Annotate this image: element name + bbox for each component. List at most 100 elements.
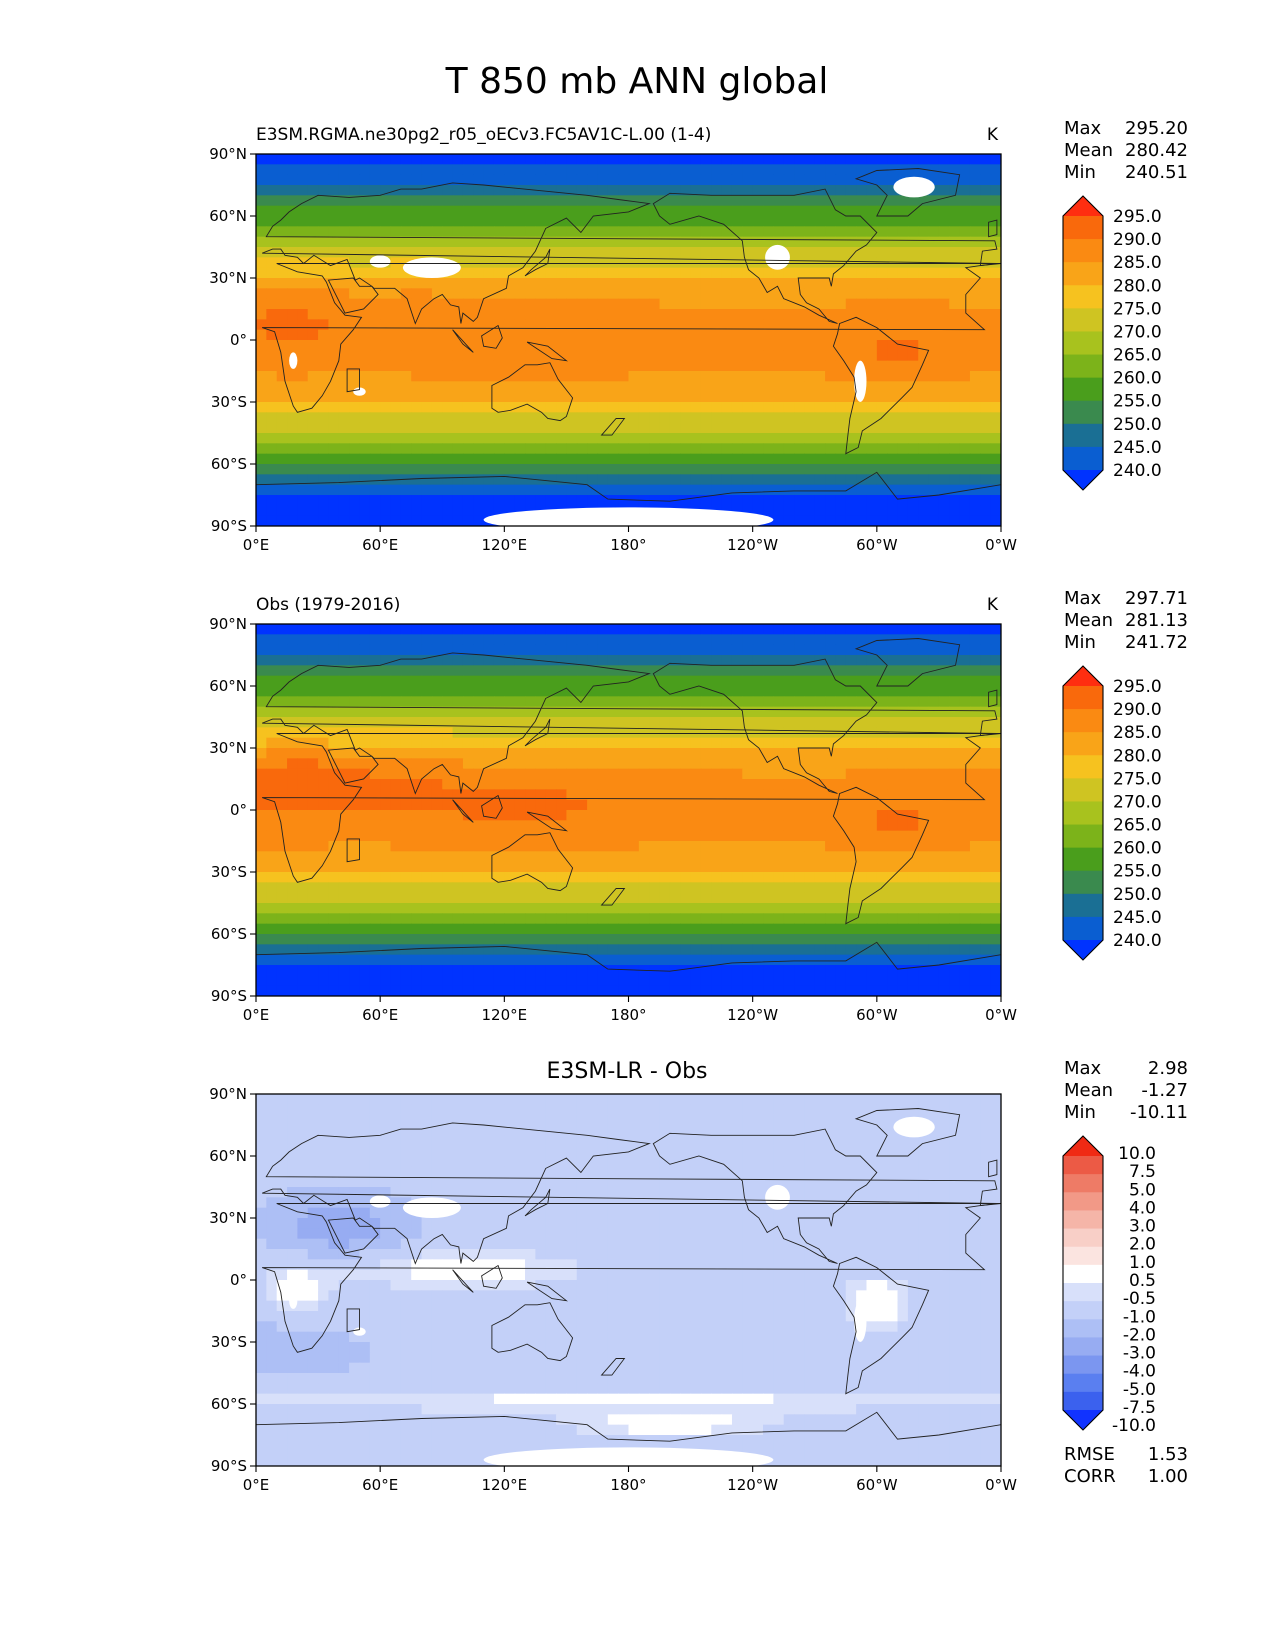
field-cell [814, 737, 826, 749]
field-cell [431, 412, 443, 424]
field-cell [390, 257, 402, 269]
field-cell [918, 360, 930, 372]
field-cell [825, 758, 837, 770]
field-cell [918, 309, 930, 320]
field-cell [773, 185, 785, 196]
field-cell [431, 391, 443, 403]
map-axes: 0°E 60°E 120°E 180° 120°W 60°W 0°W90°N60°N30°N… [209, 145, 1017, 554]
field-cell [587, 247, 599, 258]
field-cell [907, 360, 919, 372]
field-cell [959, 789, 971, 801]
field-cell [752, 851, 764, 863]
field-cell [763, 433, 774, 444]
field-cell [980, 422, 992, 434]
field-cell [638, 830, 650, 842]
field-cell [804, 257, 816, 269]
field-cell [442, 185, 454, 196]
field-cell [876, 515, 888, 526]
field-cell [576, 923, 588, 935]
field-cell [266, 872, 278, 883]
field-cell [483, 686, 495, 697]
field-cell [587, 257, 599, 269]
field-cell [535, 665, 547, 677]
coastline [988, 219, 998, 238]
field-cell [659, 665, 671, 677]
field-cell [783, 298, 795, 310]
field-cell [483, 717, 495, 728]
field-cell [400, 309, 412, 320]
field-cell [773, 810, 785, 821]
field-cell [349, 882, 361, 894]
field-cell [576, 360, 588, 372]
field-cell [763, 768, 774, 780]
field-cell [897, 216, 909, 227]
field-cell [493, 216, 505, 227]
field-cell [825, 329, 837, 341]
field-cell [576, 944, 588, 956]
field-cell [928, 944, 940, 956]
field-cell [638, 686, 650, 697]
field-cell [659, 391, 671, 403]
field-cell [359, 903, 371, 914]
field-cell [990, 851, 1001, 863]
field-cell [421, 799, 433, 811]
field-cell [545, 779, 557, 790]
field-cell [918, 195, 930, 207]
field-cell [287, 934, 298, 945]
field-cell [814, 340, 826, 351]
field-cell [845, 391, 857, 403]
field-cell [411, 422, 423, 434]
field-cell [752, 236, 764, 248]
field-cell [587, 882, 599, 894]
field-cell [835, 634, 847, 646]
field-cell [566, 154, 578, 165]
field-cell [897, 882, 909, 894]
field-cell [969, 319, 981, 331]
field-cell [400, 820, 412, 832]
field-cell [783, 433, 795, 444]
colorbar-label: 260.0 [1113, 369, 1162, 389]
field-cell [690, 278, 702, 289]
field-cell [338, 185, 350, 196]
field-cell [876, 309, 888, 320]
field-cell [918, 717, 930, 728]
field-cell [845, 278, 857, 289]
field-cell [421, 675, 433, 687]
field-cell [700, 872, 712, 883]
field-cell [473, 257, 485, 269]
field-cell [907, 381, 919, 393]
field-cell [359, 464, 371, 475]
field-cell [980, 665, 992, 677]
field-cell [297, 350, 309, 362]
field-cell [276, 402, 288, 413]
field-cell [411, 624, 423, 635]
field-cell [256, 861, 267, 873]
field-cell [980, 309, 992, 320]
field-cell [897, 495, 909, 506]
field-cell [980, 278, 992, 289]
field-cell [607, 309, 619, 320]
field-cell [493, 686, 505, 697]
field-cell [680, 944, 692, 956]
field-cell [907, 443, 919, 455]
field-cell [887, 810, 899, 821]
field-cell [587, 164, 599, 176]
field-cell [773, 851, 785, 863]
field-cell [959, 706, 971, 718]
field-cell [442, 634, 454, 646]
field-cell [680, 174, 692, 186]
field-cell [525, 236, 536, 248]
field-cell [856, 433, 868, 444]
field-cell [876, 737, 888, 749]
field-cell [349, 484, 361, 496]
field-cell [938, 799, 950, 811]
field-cell [297, 913, 309, 925]
field-cell [731, 882, 743, 894]
field-cell [669, 644, 681, 656]
field-cell [752, 185, 764, 196]
colorbar-segment [1063, 262, 1103, 286]
colorbar-label: 255.0 [1113, 392, 1162, 412]
field-cell [287, 505, 298, 517]
field-cell [928, 505, 940, 517]
field-cell [328, 954, 340, 966]
